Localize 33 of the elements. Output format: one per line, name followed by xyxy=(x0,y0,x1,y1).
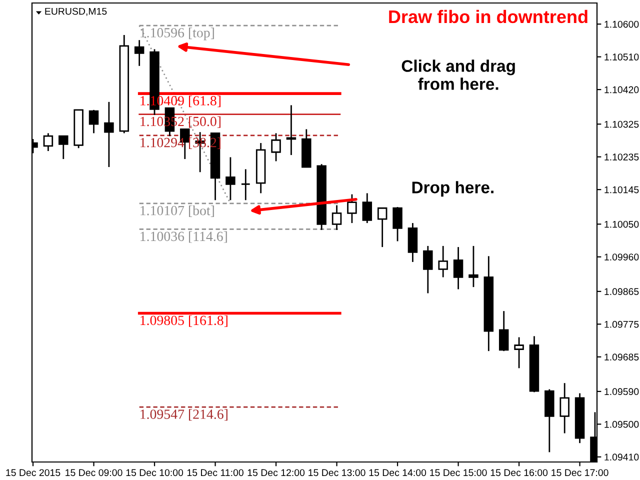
y-tick-label: 1.10145 xyxy=(604,186,639,194)
y-tick-label: 1.09685 xyxy=(604,354,639,361)
ref-line-label: 1.10036 [114.6] xyxy=(140,231,227,243)
x-tick-label: 15 Dec 11:00 xyxy=(187,469,244,476)
y-tick-label: 1.09590 xyxy=(604,388,639,396)
x-tick-label: 15 Dec 09:00 xyxy=(66,469,122,476)
annotation: Drop here. xyxy=(412,181,494,197)
y-tick-label: 1.10325 xyxy=(604,120,639,128)
x-tick-label: 15 Dec 10:00 xyxy=(126,469,184,476)
x-tick-label: 15 Dec 2015 xyxy=(6,469,60,476)
x-tick-label: 15 Dec 13:00 xyxy=(308,469,366,476)
y-tick-label: 1.09410 xyxy=(604,454,639,461)
chart-title: Draw fibo in downtrend xyxy=(389,10,588,24)
x-tick-label: 15 Dec 15:00 xyxy=(430,469,487,476)
y-tick-label: 1.09960 xyxy=(604,254,639,260)
y-tick-label: 1.09500 xyxy=(604,420,639,428)
x-tick-label: 15 Dec 16:00 xyxy=(490,469,548,476)
ref-line-label: 1.10596 [top] xyxy=(140,28,214,40)
y-tick-label: 1.10420 xyxy=(604,86,639,94)
y-tick-label: 1.10050 xyxy=(604,220,639,228)
x-tick-label: 15 Dec 14:00 xyxy=(369,469,426,476)
ref-line-label: 1.09547 [214.6] xyxy=(140,409,228,421)
ref-line-label: 1.10107 [bot] xyxy=(140,205,214,217)
x-tick-label: 15 Dec 12:00 xyxy=(248,469,305,476)
x-tick-label: 15 Dec 17:00 xyxy=(552,469,608,476)
chart-subtitle: EURUSD,M15 xyxy=(45,8,107,16)
y-tick-label: 1.10235 xyxy=(604,154,639,160)
y-tick-label: 1.09775 xyxy=(604,320,639,328)
y-tick-label: 1.10600 xyxy=(604,20,639,28)
ref-line-label: 1.09805 [161.8] xyxy=(140,315,228,327)
y-tick-label: 1.10510 xyxy=(604,54,639,60)
annotation: Click and drag from here. xyxy=(402,60,515,90)
y-tick-label: 1.09865 xyxy=(604,288,639,296)
